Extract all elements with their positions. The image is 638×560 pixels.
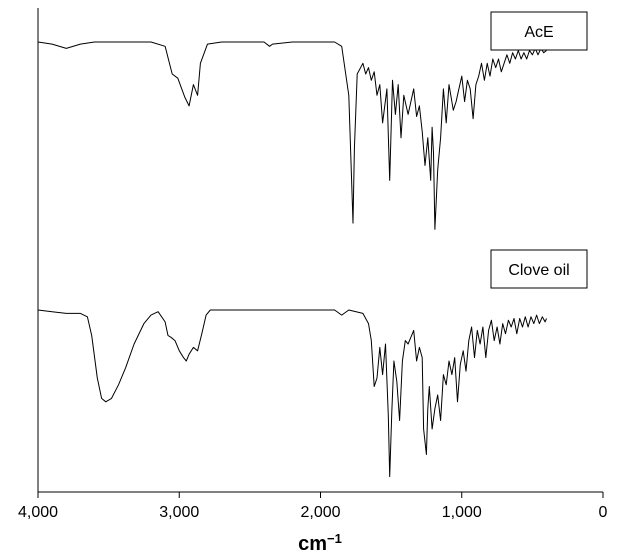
x-axis-title: cm−1 <box>298 531 342 556</box>
x-tick-label: 0 <box>599 504 608 521</box>
x-tick-label: 3,000 <box>159 504 199 521</box>
x-tick-label: 4,000 <box>18 504 58 521</box>
legend-label: Clove oil <box>508 262 569 279</box>
x-tick-label: 1,000 <box>442 504 482 521</box>
legend-label: AcE <box>524 24 553 41</box>
series-line-clove-oil <box>37 309 547 478</box>
series-line-ace <box>37 41 547 230</box>
x-ticks: 4,000 3,000 2,000 1,000 0 <box>18 492 608 521</box>
legend-box <box>490 249 588 289</box>
legend-box <box>490 11 588 51</box>
x-tick-label: 2,000 <box>300 504 340 521</box>
x-axis-title-main: cm <box>298 533 327 555</box>
x-axis-title-superscript: −1 <box>327 531 342 546</box>
legend-layer: AcE Clove oil <box>490 11 588 289</box>
series-layer <box>37 41 547 478</box>
